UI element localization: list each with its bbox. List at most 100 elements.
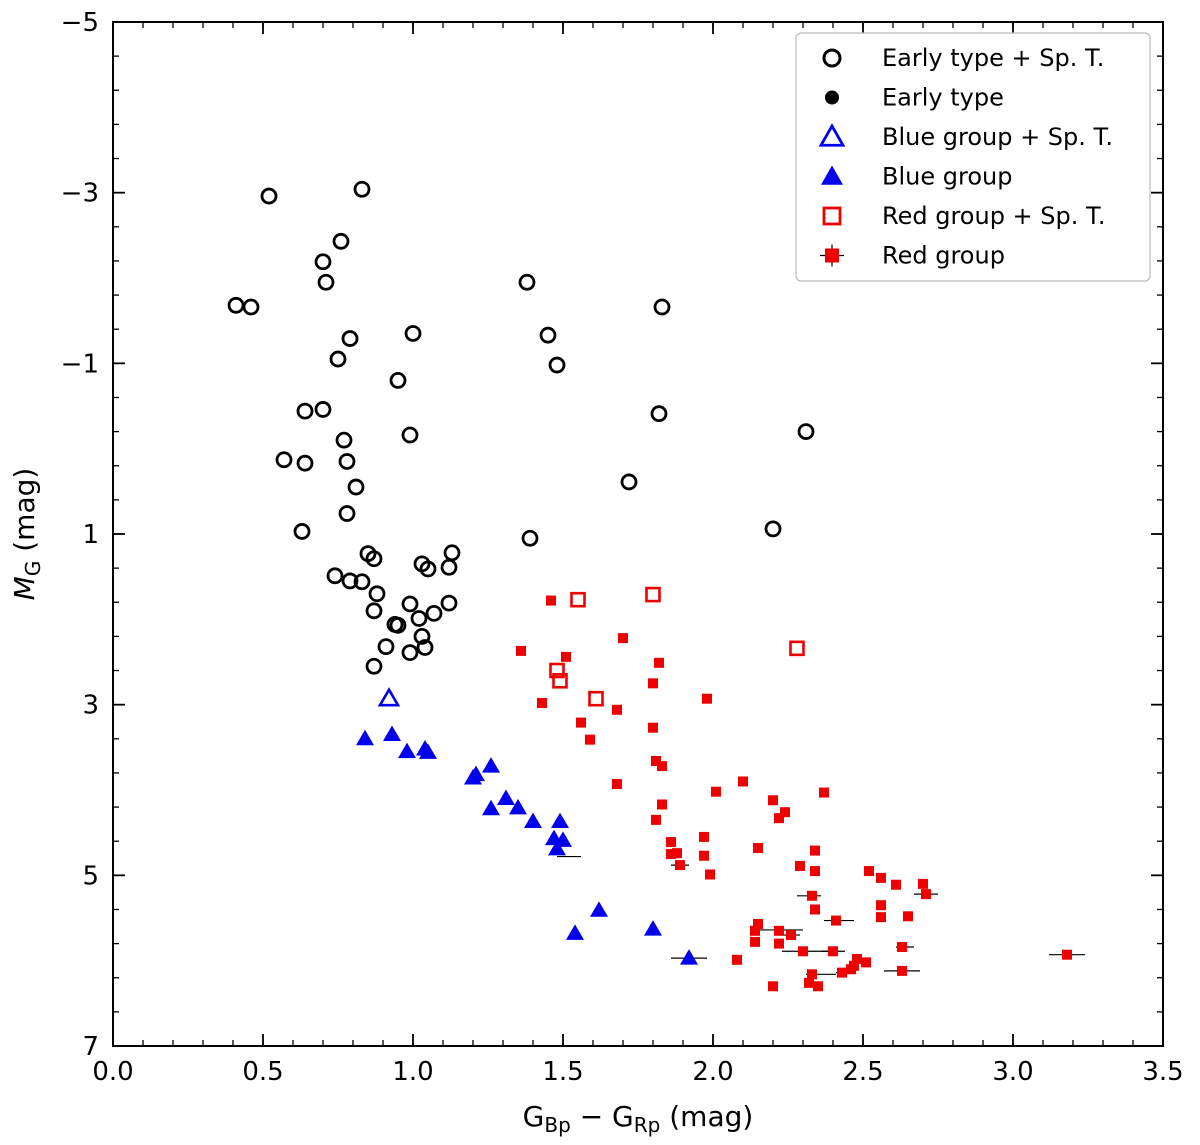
- early-type-sp-t-point: [296, 454, 314, 472]
- early-type-sp-t-point: [620, 473, 638, 491]
- x-tick-label: 3.5: [1142, 1057, 1183, 1087]
- legend-label: Red group + Sp. T.: [882, 202, 1105, 230]
- red-group-point: [702, 693, 712, 704]
- red-group-point: [612, 704, 622, 715]
- red-group-point: [828, 946, 838, 957]
- red-group-point: [750, 925, 760, 936]
- early-type-sp-t-point: [341, 330, 359, 347]
- blue-group-point: [398, 742, 416, 759]
- blue-group-point: [548, 839, 566, 856]
- early-type-sp-t-point: [440, 558, 458, 576]
- early-type-sp-t-point: [401, 595, 419, 613]
- red-group-point: [795, 860, 805, 871]
- red-group-point: [897, 942, 907, 953]
- red-group-point: [753, 843, 763, 854]
- red-group-point: [876, 872, 886, 883]
- early-type-sp-t-point: [650, 405, 668, 423]
- red-group-point: [561, 651, 571, 662]
- red-group-sp-t-point: [549, 662, 565, 679]
- red-group-point: [837, 967, 847, 978]
- early-type-sp-t-point: [332, 232, 350, 250]
- early-type-sp-t-point: [338, 505, 356, 522]
- blue-group-sp-t-point: [377, 687, 401, 707]
- red-group-point: [585, 734, 595, 745]
- x-tick-label: 3.0: [992, 1057, 1033, 1087]
- blue-group-point: [383, 725, 401, 742]
- early-type-sp-t-point: [386, 616, 404, 633]
- red-group-point: [576, 717, 586, 728]
- red-group-point: [768, 981, 778, 992]
- early-type-sp-t-point: [314, 401, 332, 418]
- red-group-sp-t-point: [588, 690, 604, 707]
- red-group-point: [753, 918, 763, 929]
- red-group-point: [807, 969, 817, 980]
- blue-group-point: [551, 812, 569, 829]
- blue-group-point: [482, 757, 500, 773]
- red-group-point: [657, 799, 667, 810]
- red-group-sp-t-point: [645, 586, 661, 603]
- red-group-point: [699, 831, 709, 842]
- red-group-point: [750, 936, 760, 947]
- red-group-point: [648, 722, 658, 733]
- red-group-point: [780, 807, 790, 818]
- early-type-sp-t-point: [443, 544, 461, 562]
- red-group-point: [738, 776, 748, 787]
- blue-group-point: [554, 831, 572, 847]
- data-marks: [227, 180, 1085, 992]
- blue-group-point: [509, 798, 527, 815]
- blue-group-point: [590, 901, 608, 917]
- early-type-sp-t-point: [389, 371, 407, 389]
- early-type-sp-t-point: [401, 426, 419, 444]
- early-type-sp-t-point: [413, 628, 431, 645]
- red-group-point: [654, 657, 664, 668]
- legend-marker-early-type: [825, 90, 839, 105]
- early-type-sp-t-point: [368, 585, 386, 603]
- red-group-point: [666, 849, 676, 859]
- red-group-point: [861, 957, 871, 968]
- x-tick-label: 1.0: [392, 1057, 433, 1087]
- red-group-point: [672, 848, 682, 859]
- blue-group-point: [419, 743, 437, 759]
- red-group-point: [618, 633, 628, 644]
- red-group-point: [891, 879, 901, 890]
- early-type-sp-t-point: [401, 644, 419, 662]
- red-group-sp-t-point: [552, 672, 568, 689]
- red-group-point: [876, 900, 886, 911]
- early-type-sp-t-point: [365, 550, 383, 568]
- early-type-sp-t-point: [353, 573, 371, 591]
- early-type-sp-t-point: [797, 423, 815, 441]
- blue-group-point: [566, 924, 584, 940]
- red-group-point: [786, 930, 796, 941]
- early-type-sp-t-point: [653, 298, 671, 316]
- red-group-point: [657, 761, 667, 772]
- early-type-sp-t-point: [314, 253, 332, 271]
- early-type-sp-t-point: [347, 478, 365, 496]
- legend-marker-early-type-sp-t: [822, 48, 842, 68]
- red-group-point: [804, 977, 814, 988]
- red-group-point: [918, 878, 928, 889]
- axis-ticks: 0.0 0.5 1.0 1.5 2.0 2.5 3.0 3.5 −5 −3 −1 1 3 5 7: [61, 8, 1184, 1087]
- early-type-sp-t-point: [404, 325, 422, 342]
- early-type-sp-t-point: [521, 529, 539, 547]
- red-group-point: [864, 866, 874, 877]
- early-type-sp-t-point: [329, 350, 347, 368]
- early-type-sp-t-point: [260, 187, 278, 205]
- red-group-point: [876, 912, 886, 923]
- red-group-point: [774, 938, 784, 949]
- red-group-point: [651, 755, 661, 766]
- y-tick-label: −1: [61, 349, 99, 379]
- blue-group-point: [482, 799, 500, 816]
- red-group-sp-t-point: [789, 640, 805, 657]
- early-type-sp-t-point: [227, 296, 245, 314]
- early-type-sp-t-point: [548, 356, 566, 374]
- legend: Early type + Sp. T. Early type Blue group …: [795, 32, 1151, 282]
- early-type-sp-t-point: [341, 572, 359, 590]
- plot-frame: [112, 21, 1164, 1047]
- red-group-point: [810, 845, 820, 856]
- red-group-point: [810, 866, 820, 877]
- y-axis-label: MG (mag): [8, 468, 45, 601]
- y-tick-label: −3: [61, 179, 99, 209]
- x-axis-label: GBp − GRp (mag): [523, 1100, 754, 1137]
- early-type-sp-t-point: [335, 431, 353, 449]
